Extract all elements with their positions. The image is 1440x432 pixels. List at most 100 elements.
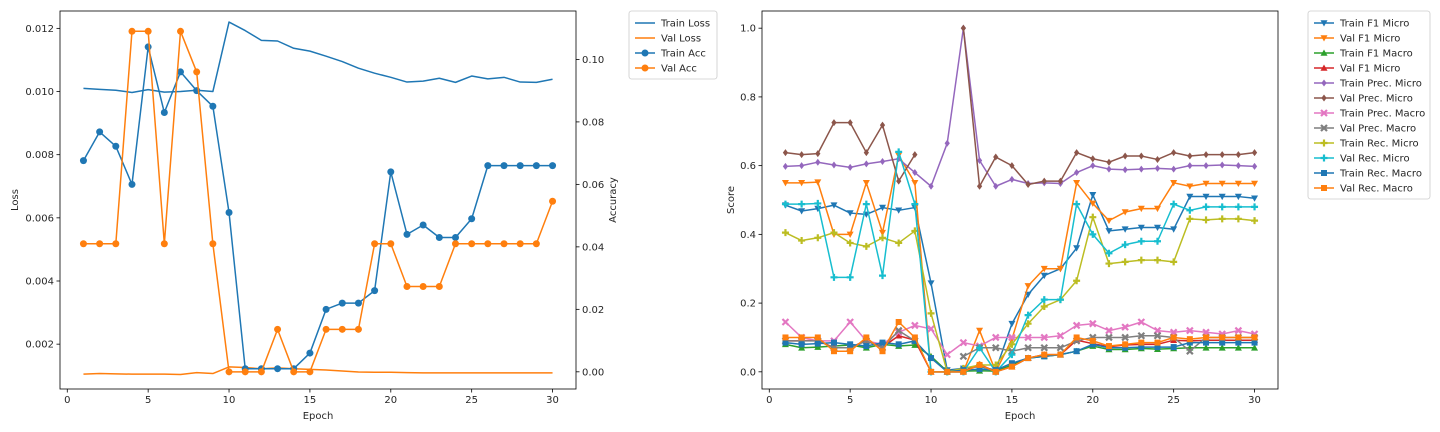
score-series-val-prec-micro-point: [1122, 152, 1128, 160]
score-series-val-rec-macro-point: [1138, 339, 1145, 346]
score-series-val-rec-micro-point: [1040, 296, 1048, 304]
score-series-val-f1-micro-point: [895, 332, 903, 339]
loss-accuracy-series-val-acc-point: [144, 27, 152, 35]
loss-accuracy-series-train-loss-line: [83, 21, 553, 94]
score-legend-train-rec-macro-label: Train Rec. Macro: [1339, 169, 1422, 180]
score-series-train-prec-micro-point: [1251, 162, 1258, 170]
score-series-train-prec-micro-point: [928, 182, 934, 190]
score-series-train-f1-micro-point: [1186, 193, 1194, 201]
score-series-val-prec-macro-point: [1105, 333, 1113, 342]
score-series-val-prec-macro-point: [1056, 343, 1065, 352]
loss-accuracy-series-val-acc-point: [516, 240, 524, 248]
score-series-train-rec-macro-point: [1089, 341, 1096, 348]
score-series-val-rec-macro-point: [1089, 337, 1096, 344]
loss-accuracy-series-train-acc-point: [516, 162, 524, 170]
score-series-val-f1-micro-point: [1040, 265, 1048, 273]
loss-accuracy-right-y-tick-label: 0.06: [582, 180, 604, 191]
score-series-val-f1-micro-point: [1105, 217, 1113, 225]
loss-accuracy-x-tick-label: 15: [304, 395, 317, 406]
loss-accuracy-y-tick-label: 0.012: [25, 24, 54, 35]
score-series-val-rec-macro-point: [1041, 351, 1048, 358]
score-series-val-prec-micro-point: [847, 119, 853, 127]
score-series-val-prec-micro-point: [1154, 155, 1161, 163]
score-series-val-rec-macro-point: [1008, 363, 1015, 370]
score-series-train-rec-macro-point: [830, 339, 837, 346]
score-series-train-f1-micro-point: [1153, 224, 1161, 231]
loss-accuracy-legend-val-loss-label: Val Loss: [661, 34, 701, 45]
score-series-val-prec-micro-point: [1203, 151, 1209, 159]
score-series-val-prec-micro-point: [993, 153, 999, 161]
loss-accuracy-y-tick-label: 0.002: [25, 340, 54, 351]
score-legend-train-prec-micro-label: Train Prec. Micro: [1339, 79, 1422, 90]
loss-accuracy-y-ticks: 0.002 0.004 0.006 0.008 0.010 0.012: [25, 24, 60, 351]
score-series-val-rec-macro-point: [847, 348, 854, 355]
loss-accuracy-x-tick-label: 30: [546, 395, 559, 406]
score-y-tick-label: 0.8: [740, 92, 756, 103]
score-series-val-rec-macro-point: [814, 334, 821, 341]
score-legend: Train F1 Micro Val F1 Micro Train F1 Macro…: [1307, 10, 1431, 200]
score-series-train-rec-micro-point: [895, 239, 903, 247]
score-series-train-prec-micro-point: [799, 162, 805, 170]
loss-accuracy-legend-train-loss-label: Train Loss: [660, 19, 710, 30]
score-series-train-rec-macro-point: [782, 339, 789, 346]
loss-accuracy-series-val-acc-point: [128, 27, 136, 35]
score-series-train-rec-macro-point: [1235, 339, 1242, 346]
score-series-train-rec-micro-point: [798, 237, 806, 245]
score-series-train-prec-macro-point: [943, 350, 951, 359]
score-series-val-prec-micro-point: [976, 182, 983, 190]
score-series-train-rec-micro-point: [927, 309, 935, 317]
score-series-val-prec-micro-point: [960, 24, 967, 32]
score-y-axis-label: Score: [726, 186, 737, 214]
loss-accuracy-series-train-acc-point: [144, 43, 152, 51]
score-series-val-rec-micro-point: [862, 200, 870, 208]
score-series-val-rec-macro-point: [782, 334, 789, 341]
score-series-train-f1-micro-point: [846, 210, 854, 217]
score-legend-val-rec-micro-marker: [1320, 154, 1328, 162]
score-y-tick-label: 0.6: [740, 161, 756, 172]
score-x-axis-label: Epoch: [1005, 411, 1036, 422]
score-series-train-rec-macro-point: [1203, 339, 1210, 346]
score-series-val-prec-micro-point: [815, 150, 821, 158]
score-series-train-rec-macro-point: [1138, 344, 1145, 351]
loss-accuracy-series-val-acc-point: [451, 240, 459, 248]
loss-accuracy-series-train-acc-point: [112, 142, 120, 150]
score-legend-train-rec-macro-marker: [1321, 170, 1327, 176]
loss-accuracy-right-y-tick-label: 0.02: [582, 305, 604, 316]
score-series-train-prec-micro-point: [1203, 162, 1209, 170]
score-series-val-f1-micro-point: [911, 180, 919, 187]
score-series-train-rec-macro-point: [1170, 344, 1177, 351]
score-series-train-f1-micro-point: [814, 205, 822, 213]
score-series-val-rec-micro-point: [846, 273, 854, 281]
score-series-train-rec-macro-point: [847, 341, 854, 348]
score-series-train-prec-macro-point: [846, 318, 854, 326]
score-legend-val-f1-micro-label: Val F1 Micro: [1340, 34, 1400, 45]
score-series-train-f1-micro-point: [1105, 228, 1113, 235]
score-series-train-rec-macro-point: [1008, 360, 1015, 367]
score-y-tick-label: 0.4: [740, 230, 756, 241]
loss-accuracy-right-y-tick-label: 0.10: [582, 55, 604, 66]
score-legend-train-f1-macro-label: Train F1 Macro: [1339, 49, 1413, 60]
score-series-train-prec-micro-point: [1154, 164, 1161, 172]
score-series-val-rec-micro-point: [1153, 237, 1161, 245]
score-series-train-rec-micro-point: [846, 239, 854, 247]
loss-accuracy-series-val-acc-point: [468, 240, 476, 248]
score-legend-val-rec-macro-label: Val Rec. Macro: [1340, 184, 1413, 195]
score-series-train-prec-micro-point: [944, 139, 950, 147]
score-series-train-f1-macro-point: [1251, 344, 1259, 351]
score-series-train-f1-macro-point: [911, 341, 919, 348]
loss-accuracy-series-train-acc-point: [532, 162, 540, 170]
loss-accuracy-legend-train-acc-marker: [641, 49, 649, 57]
score-series-train-f1-micro-point: [1251, 195, 1259, 202]
score-series-train-f1-micro-point: [1218, 193, 1226, 201]
loss-accuracy-plot-frame: [59, 10, 577, 390]
score-series-val-rec-micro-point: [1024, 311, 1032, 319]
score-legend-train-prec-macro-label: Train Prec. Macro: [1339, 109, 1425, 120]
score-x-tick-label: 0: [766, 395, 772, 406]
score-series-val-rec-micro-point: [895, 148, 903, 156]
score-series-train-prec-micro-point: [1106, 165, 1112, 173]
score-series-val-prec-micro-point: [896, 177, 902, 185]
loss-accuracy-legend-frame: [628, 10, 718, 80]
score-series-val-rec-macro-point: [798, 334, 805, 341]
loss-accuracy-series-val-acc-point: [257, 368, 265, 376]
score-legend-train-rec-micro-label: Train Rec. Micro: [1339, 139, 1419, 150]
